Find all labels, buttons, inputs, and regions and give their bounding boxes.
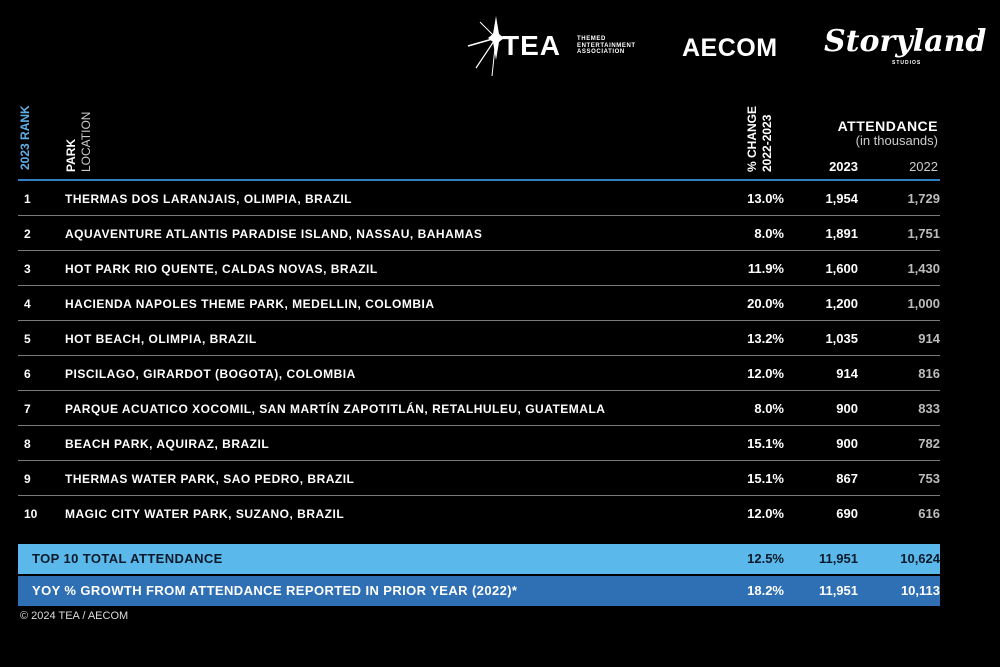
total-attendance-row: TOP 10 TOTAL ATTENDANCE 12.5% 11,951 10,… [18, 544, 940, 574]
attendance-2023-cell: 1,954 [825, 191, 858, 206]
storyland-logo: Storyland [824, 24, 987, 59]
yoy-attendance-2022: 10,113 [900, 583, 940, 598]
tea-subtitle-line: ENTERTAINMENT [577, 42, 636, 49]
attendance-2022-cell: 1,751 [907, 226, 940, 241]
rank-cell: 8 [24, 437, 31, 451]
rank-cell: 7 [24, 402, 31, 416]
rank-cell: 4 [24, 297, 31, 311]
rank-cell: 5 [24, 332, 31, 346]
park-cell: THERMAS WATER PARK, SAO PEDRO, BRAZIL [65, 472, 355, 486]
attendance-2023-cell: 867 [836, 471, 858, 486]
table-row: 9 THERMAS WATER PARK, SAO PEDRO, BRAZIL 15… [18, 461, 940, 496]
attendance-2022-cell: 753 [918, 471, 940, 486]
table-row: 8 BEACH PARK, AQUIRAZ, BRAZIL 15.1% 900 782 [18, 426, 940, 461]
park-cell: BEACH PARK, AQUIRAZ, BRAZIL [65, 437, 270, 451]
attendance-2022-cell: 782 [918, 436, 940, 451]
change-column-header: % CHANGE [745, 105, 759, 172]
rank-cell: 6 [24, 367, 31, 381]
change-cell: 12.0% [747, 506, 784, 521]
attendance-2023-cell: 690 [836, 506, 858, 521]
attendance-2022-cell: 914 [918, 331, 940, 346]
attendance-table: 1 THERMAS DOS LARANJAIS, OLIMPIA, BRAZIL 1… [18, 181, 940, 531]
table-row: 10 MAGIC CITY WATER PARK, SUZANO, BRAZIL 1… [18, 496, 940, 531]
yoy-growth-row: YOY % GROWTH FROM ATTENDANCE REPORTED IN… [18, 576, 940, 606]
header-divider [18, 179, 940, 181]
logo-bar: TEA THEMED ENTERTAINMENT ASSOCIATION AEC… [460, 10, 986, 80]
park-cell: MAGIC CITY WATER PARK, SUZANO, BRAZIL [65, 507, 345, 521]
yoy-attendance-2023: 11,951 [818, 583, 858, 598]
rank-column-header: 2023 RANK [18, 105, 32, 170]
attendance-2022-cell: 833 [918, 401, 940, 416]
change-cell: 8.0% [754, 226, 784, 241]
total-change: 12.5% [747, 551, 784, 566]
park-cell: HOT PARK RIO QUENTE, CALDAS NOVAS, BRAZI… [65, 262, 378, 276]
attendance-2023-cell: 914 [836, 366, 858, 381]
attendance-2023-cell: 900 [836, 401, 858, 416]
rank-cell: 2 [24, 227, 31, 241]
change-cell: 11.9% [747, 261, 784, 276]
change-cell: 13.0% [747, 191, 784, 206]
change-cell: 13.2% [747, 331, 784, 346]
total-attendance-2023: 11,951 [818, 551, 858, 566]
table-row: 1 THERMAS DOS LARANJAIS, OLIMPIA, BRAZIL 1… [18, 181, 940, 216]
rank-cell: 1 [24, 192, 31, 206]
copyright-notice: © 2024 TEA / AECOM [20, 610, 129, 622]
tea-wordmark: TEA [502, 30, 561, 61]
change-cell: 15.1% [747, 436, 784, 451]
change-period-header: 2022-2023 [760, 114, 774, 172]
tea-logo: TEA THEMED ENTERTAINMENT ASSOCIATION [460, 10, 660, 80]
storyland-studios-label: STUDIOS [892, 60, 922, 66]
park-cell: HACIENDA NAPOLES THEME PARK, MEDELLIN, C… [65, 297, 435, 311]
table-row: 6 PISCILAGO, GIRARDOT (BOGOTA), COLOMBIA 1… [18, 356, 940, 391]
park-cell: AQUAVENTURE ATLANTIS PARADISE ISLAND, NA… [65, 227, 483, 241]
attendance-unit-header: (in thousands) [855, 133, 938, 148]
rank-cell: 9 [24, 472, 31, 486]
change-cell: 15.1% [747, 471, 784, 486]
attendance-header: ATTENDANCE [837, 118, 938, 134]
year-2023-header: 2023 [829, 159, 858, 174]
attendance-2022-cell: 1,000 [907, 296, 940, 311]
table-row: 3 HOT PARK RIO QUENTE, CALDAS NOVAS, BRAZ… [18, 251, 940, 286]
tea-subtitle: THEMED ENTERTAINMENT ASSOCIATION [577, 36, 636, 56]
park-column-header: PARK [64, 138, 78, 172]
change-cell: 20.0% [747, 296, 784, 311]
tea-subtitle-line: THEMED [577, 36, 606, 42]
park-cell: PISCILAGO, GIRARDOT (BOGOTA), COLOMBIA [65, 367, 356, 381]
attendance-2022-cell: 816 [918, 366, 940, 381]
attendance-2023-cell: 900 [836, 436, 858, 451]
change-cell: 8.0% [754, 401, 784, 416]
park-cell: THERMAS DOS LARANJAIS, OLIMPIA, BRAZIL [65, 192, 353, 206]
change-cell: 12.0% [747, 366, 784, 381]
table-row: 2 AQUAVENTURE ATLANTIS PARADISE ISLAND, N… [18, 216, 940, 251]
attendance-2022-cell: 1,729 [907, 191, 940, 206]
attendance-2023-cell: 1,891 [825, 226, 858, 241]
attendance-2023-cell: 1,035 [825, 331, 858, 346]
tea-subtitle-line: ASSOCIATION [577, 49, 625, 55]
year-2022-header: 2022 [909, 159, 938, 174]
table-row: 4 HACIENDA NAPOLES THEME PARK, MEDELLIN, … [18, 286, 940, 321]
rank-cell: 10 [24, 507, 38, 521]
yoy-label: YOY % GROWTH FROM ATTENDANCE REPORTED IN… [32, 583, 518, 598]
star-burst-icon [467, 16, 504, 77]
aecom-logo: AECOM [682, 34, 778, 62]
attendance-2023-cell: 1,200 [825, 296, 858, 311]
attendance-2022-cell: 616 [918, 506, 940, 521]
yoy-change: 18.2% [747, 583, 784, 598]
location-column-header: LOCATION [79, 111, 93, 172]
table-row: 5 HOT BEACH, OLIMPIA, BRAZIL 13.2% 1,035 914 [18, 321, 940, 356]
park-cell: HOT BEACH, OLIMPIA, BRAZIL [65, 332, 257, 346]
attendance-2023-cell: 1,600 [825, 261, 858, 276]
total-label: TOP 10 TOTAL ATTENDANCE [32, 551, 223, 566]
total-attendance-2022: 10,624 [900, 551, 940, 566]
rank-cell: 3 [24, 262, 31, 276]
table-row: 7 PARQUE ACUATICO XOCOMIL, SAN MARTÍN ZAP… [18, 391, 940, 426]
park-cell: PARQUE ACUATICO XOCOMIL, SAN MARTÍN ZAPO… [65, 402, 606, 416]
attendance-2022-cell: 1,430 [907, 261, 940, 276]
